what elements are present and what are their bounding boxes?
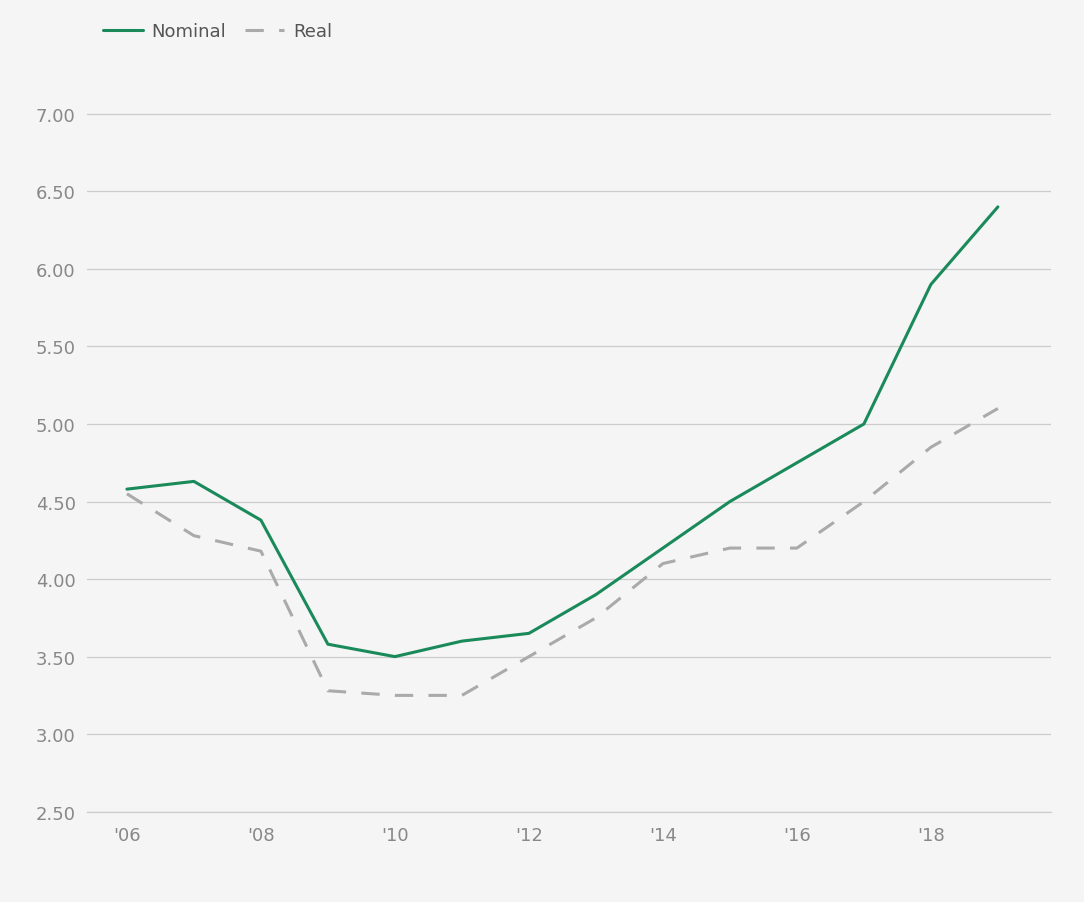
Line: Real: Real (127, 409, 998, 695)
Nominal (925, 280, 938, 290)
Nominal (657, 543, 670, 554)
Real (522, 651, 535, 662)
Nominal (255, 515, 268, 526)
Real (857, 497, 870, 508)
Nominal (723, 497, 736, 508)
Nominal (857, 419, 870, 430)
Nominal (522, 629, 535, 640)
Real (925, 442, 938, 453)
Nominal (120, 484, 133, 495)
Real (322, 686, 335, 696)
Nominal (590, 590, 603, 601)
Real (723, 543, 736, 554)
Real (992, 403, 1005, 414)
Real (255, 546, 268, 557)
Real (455, 690, 468, 701)
Line: Nominal: Nominal (127, 207, 998, 657)
Nominal (992, 202, 1005, 213)
Real (790, 543, 803, 554)
Real (590, 612, 603, 623)
Nominal (790, 458, 803, 469)
Nominal (188, 476, 201, 487)
Real (657, 558, 670, 569)
Real (120, 489, 133, 500)
Real (188, 530, 201, 541)
Nominal (388, 651, 401, 662)
Nominal (455, 636, 468, 647)
Real (388, 690, 401, 701)
Nominal (322, 640, 335, 650)
Legend: Nominal, Real: Nominal, Real (95, 15, 339, 48)
